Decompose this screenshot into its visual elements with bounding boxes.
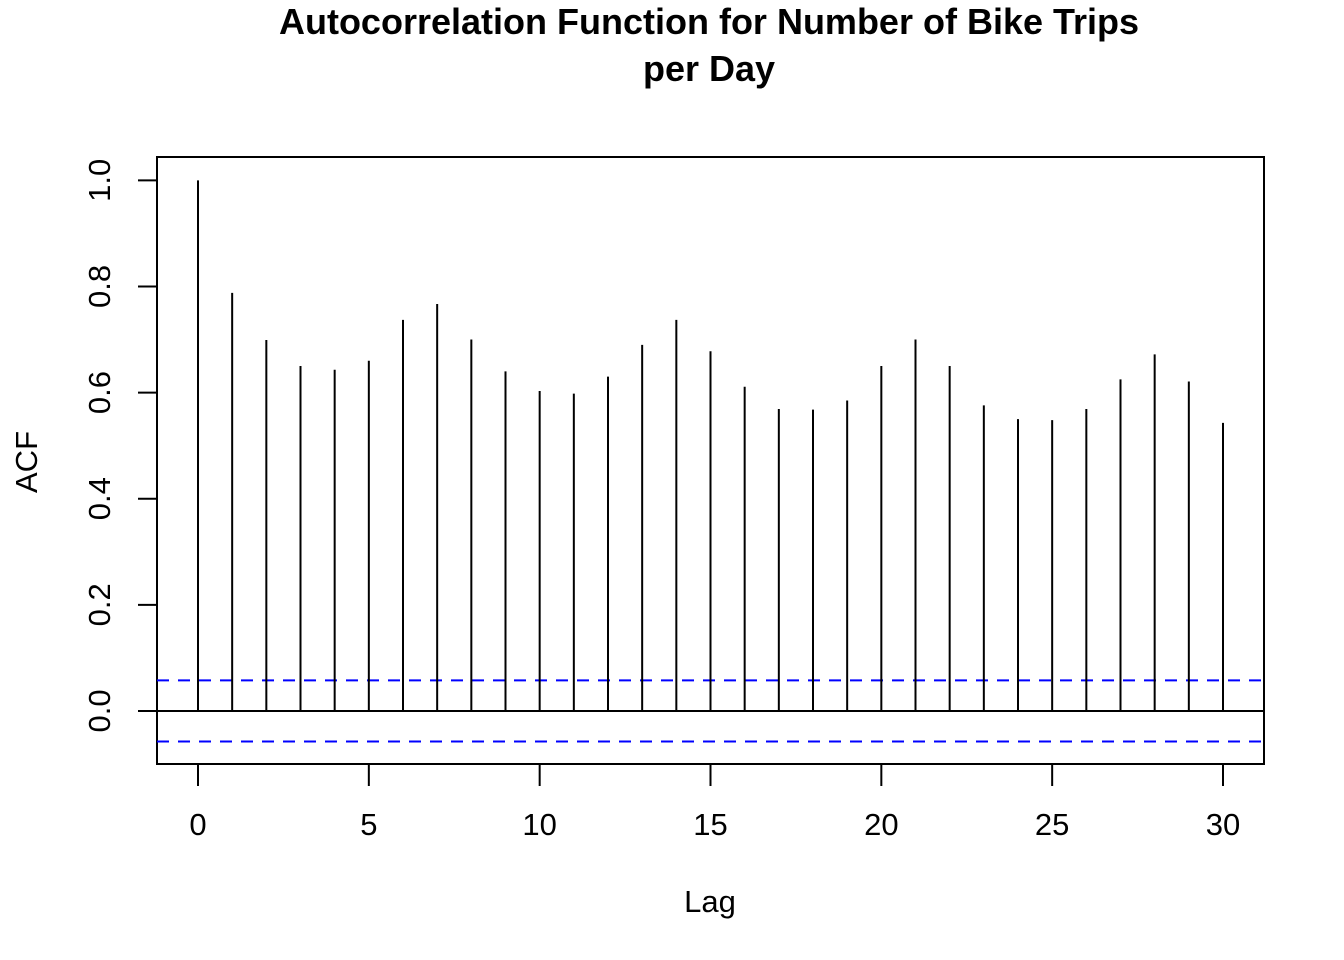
chart-title-line-1: Autocorrelation Function for Number of B… — [279, 1, 1139, 42]
x-tick-label: 10 — [522, 807, 556, 842]
x-axis: 0 5 10 15 20 25 30 — [189, 763, 1240, 842]
y-tick-label: 0.4 — [82, 477, 117, 520]
y-tick-label: 0.2 — [82, 583, 117, 626]
x-tick-label: 5 — [360, 807, 377, 842]
y-tick-label: 0.8 — [82, 265, 117, 308]
y-tick-label: 0.6 — [82, 371, 117, 414]
x-tick-label: 30 — [1206, 807, 1240, 842]
chart-title-line-2: per Day — [643, 48, 775, 89]
x-tick-label: 20 — [864, 807, 898, 842]
x-tick-label: 15 — [693, 807, 727, 842]
x-tick-label: 0 — [189, 807, 206, 842]
y-axis-label: ACF — [9, 431, 44, 493]
y-tick-label: 1.0 — [82, 159, 117, 202]
acf-bars — [197, 180, 1224, 711]
y-axis: 0.0 0.2 0.4 0.6 0.8 1.0 — [82, 159, 158, 732]
y-tick-label: 0.0 — [82, 689, 117, 732]
x-axis-label: Lag — [684, 884, 736, 919]
x-tick-label: 25 — [1035, 807, 1069, 842]
